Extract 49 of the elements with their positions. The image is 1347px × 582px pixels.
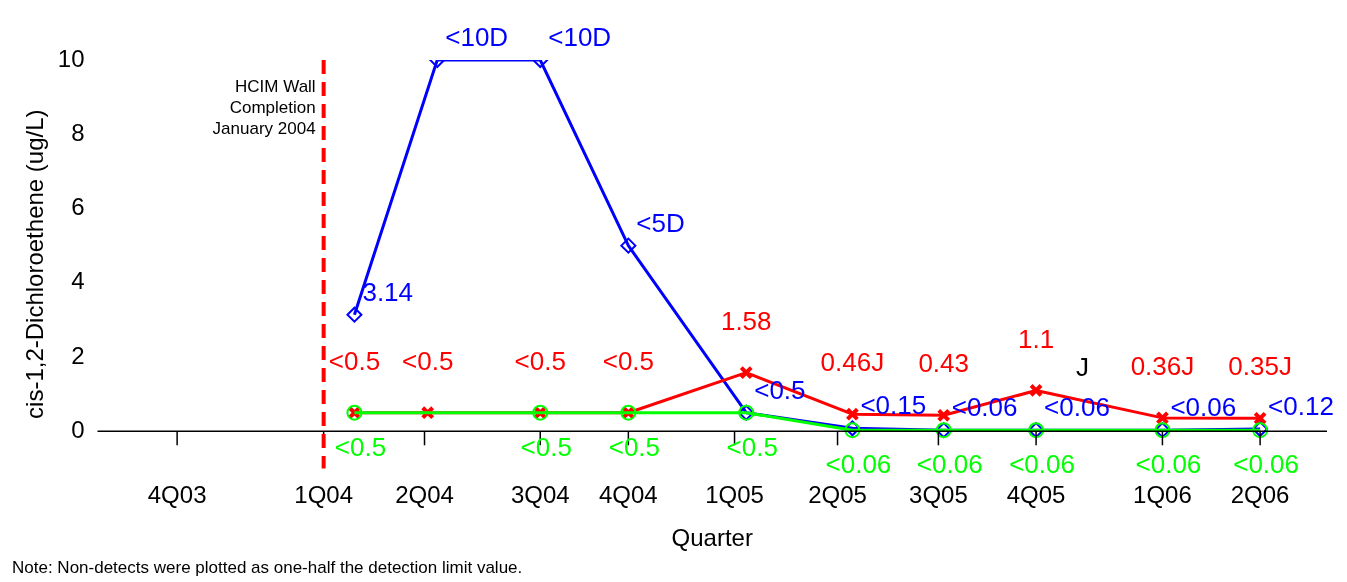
data-label: <0.5 — [334, 431, 387, 462]
x-tick-label: 3Q04 — [510, 481, 570, 509]
data-label: <10D — [445, 22, 509, 53]
data-label: <0.5 — [726, 431, 778, 462]
x-tick-label: 1Q05 — [705, 481, 764, 509]
y-tick-label: 10 — [57, 44, 85, 72]
data-label: <0.06 — [1170, 392, 1237, 423]
data-label: <0.5 — [608, 431, 661, 462]
data-label: <5D — [636, 207, 685, 238]
data-label: 0.43 — [918, 348, 970, 379]
ref-line-label: HCIM Wall Completion January 2004 — [212, 77, 316, 138]
data-label: <0.06 — [1135, 449, 1202, 480]
x-tick-label: 4Q03 — [147, 481, 207, 509]
data-label: <0.5 — [328, 345, 381, 376]
data-label: <0.06 — [825, 449, 892, 480]
data-label: <10D — [548, 22, 612, 53]
data-label: <0.5 — [514, 345, 566, 376]
y-tick-label: 8 — [71, 118, 85, 146]
data-label: 0.46J — [820, 347, 885, 378]
data-label: 0.36J — [1130, 351, 1195, 382]
data-label: <0.06 — [1044, 392, 1110, 423]
data-label: 1.58 — [720, 305, 772, 336]
y-tick-label: 0 — [71, 415, 85, 443]
data-label: <0.06 — [1233, 449, 1300, 480]
data-label: <0.5 — [520, 431, 572, 462]
data-label: 1.1 — [1018, 323, 1055, 354]
x-tick-label: 2Q05 — [808, 481, 867, 509]
text: Note: Non-detects were plotted as one-half the detection limit value. — [12, 557, 523, 577]
data-label: <0.5 — [602, 345, 655, 376]
y-tick-label: 6 — [71, 193, 85, 221]
data-label: <0.06 — [916, 449, 983, 480]
x-tick-label: 4Q04 — [599, 481, 658, 509]
data-label: <0.12 — [1268, 391, 1334, 422]
x-tick-label: 4Q05 — [1006, 481, 1066, 509]
y-tick-label: 4 — [71, 267, 85, 295]
x-tick-label: 1Q06 — [1133, 481, 1192, 509]
x-tick-label: 1Q04 — [294, 481, 354, 509]
data-label: <0.5 — [402, 345, 454, 376]
x-tick-label: 2Q04 — [395, 481, 454, 509]
y-axis-title: cis-1,2-Dichloroethene (ug/L) — [21, 109, 49, 419]
data-label: 0.35J — [1228, 351, 1292, 382]
x-axis-title: Quarter — [671, 524, 753, 552]
data-label: <0.06 — [1009, 449, 1075, 480]
x-tick-label: 3Q05 — [909, 481, 968, 509]
x-tick-label: 2Q06 — [1230, 481, 1290, 509]
y-tick-label: 2 — [71, 341, 85, 369]
data-label: 3.14 — [362, 276, 414, 307]
annotation: J — [1076, 351, 1090, 382]
data-label: <0.15 — [860, 390, 927, 421]
